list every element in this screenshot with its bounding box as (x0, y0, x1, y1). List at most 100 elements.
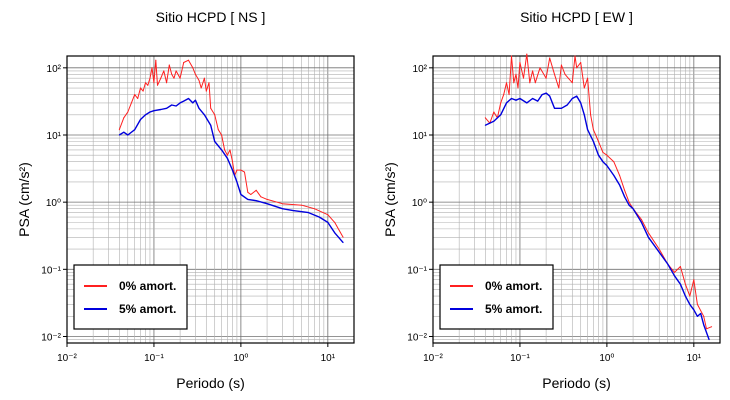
x-tick-label: 10⁻² (423, 353, 443, 364)
data-point (532, 70, 534, 72)
y-tick-label: 10¹ (47, 131, 62, 142)
data-point (210, 107, 212, 109)
x-tick-label: 10⁻¹ (510, 353, 530, 364)
x-axis-label: Periodo (s) (176, 375, 244, 391)
chart-panel-1: 10⁻² 10⁻¹ 10⁰ 10¹ 10⁻² 10⁻¹ 10⁰ 10¹ 10² Sitio HCP… (16, 9, 355, 391)
data-point (224, 149, 226, 151)
data-point (541, 94, 543, 96)
data-point (318, 216, 320, 218)
data-point (658, 251, 660, 253)
chart-title: Sitio HCPD [ NS ] (156, 9, 266, 25)
data-point (696, 315, 698, 317)
data-point (689, 295, 691, 297)
data-point (232, 161, 233, 163)
data-point (500, 114, 502, 116)
x-tick-label: 10⁰ (599, 353, 614, 364)
data-point (513, 82, 515, 84)
legend-box (73, 264, 188, 330)
data-point (203, 114, 205, 116)
data-point (342, 242, 344, 244)
data-point (217, 129, 219, 131)
data-point (560, 64, 562, 66)
data-point (684, 283, 686, 285)
data-point (708, 339, 710, 341)
series-line (118, 97, 344, 244)
data-point (221, 134, 223, 136)
data-point (123, 117, 125, 119)
data-point (232, 169, 233, 171)
data-point (334, 232, 336, 234)
data-point (576, 95, 578, 97)
chart-title: Sitio HCPD [ EW ] (520, 9, 633, 25)
series-2 (118, 97, 344, 244)
data-point (281, 208, 283, 210)
data-point (183, 100, 185, 102)
data-point (571, 82, 573, 84)
x-tick-label: 10¹ (321, 353, 336, 364)
data-point (624, 196, 626, 198)
legend-label: 5% amort. (119, 302, 176, 316)
data-point (140, 119, 141, 120)
data-point (194, 73, 196, 75)
data-point (179, 77, 181, 79)
y-tick-label: 10⁰ (412, 198, 427, 209)
x-tick-label: 10⁰ (233, 353, 248, 364)
data-point (539, 67, 541, 69)
data-point (549, 95, 551, 97)
y-tick-label: 10⁻² (407, 332, 427, 343)
data-point (493, 120, 495, 122)
y-tick-label: 10⁻¹ (41, 265, 61, 276)
legend-box (439, 264, 554, 330)
data-point (192, 102, 194, 104)
data-point (613, 161, 615, 163)
y-tick-label: 10² (47, 64, 62, 75)
data-point (236, 169, 238, 171)
legend: 0% amort. 5% amort. (439, 264, 554, 330)
data-point (160, 109, 162, 110)
data-point (560, 107, 562, 109)
data-point (679, 266, 681, 267)
data-point (301, 204, 303, 206)
data-point (549, 57, 551, 59)
x-tick-label: 10⁻² (57, 353, 77, 364)
data-point (334, 221, 336, 223)
data-point (118, 129, 120, 131)
data-point (515, 99, 517, 101)
series-1 (118, 59, 344, 238)
data-point (140, 87, 141, 89)
data-point (493, 111, 495, 113)
data-point (123, 131, 125, 133)
data-point (247, 198, 249, 200)
y-tick-label: 10² (413, 64, 428, 75)
data-point (526, 53, 528, 55)
data-point (592, 141, 594, 142)
data-point (200, 87, 202, 89)
data-point (526, 102, 528, 104)
data-point (693, 279, 695, 281)
data-point (641, 219, 642, 221)
data-point (641, 221, 642, 223)
data-point (247, 191, 249, 193)
data-point (151, 67, 153, 69)
data-point (606, 165, 608, 167)
data-point (194, 99, 196, 101)
data-point (506, 102, 507, 104)
data-point (523, 77, 524, 79)
data-point (519, 98, 521, 99)
data-point (679, 283, 681, 285)
data-point (606, 154, 608, 156)
y-tick-label: 10⁻² (41, 332, 61, 343)
data-point (171, 73, 173, 75)
data-point (574, 55, 576, 57)
y-axis-label: PSA (cm/s²) (16, 162, 32, 237)
data-point (580, 62, 582, 63)
y-axis-label: PSA (cm/s²) (382, 162, 398, 237)
data-point (558, 87, 560, 89)
data-point (554, 73, 555, 75)
data-point (198, 79, 200, 81)
data-point (658, 248, 660, 250)
legend-label: 0% amort. (119, 279, 176, 293)
data-point (706, 328, 707, 330)
data-point (564, 73, 566, 75)
